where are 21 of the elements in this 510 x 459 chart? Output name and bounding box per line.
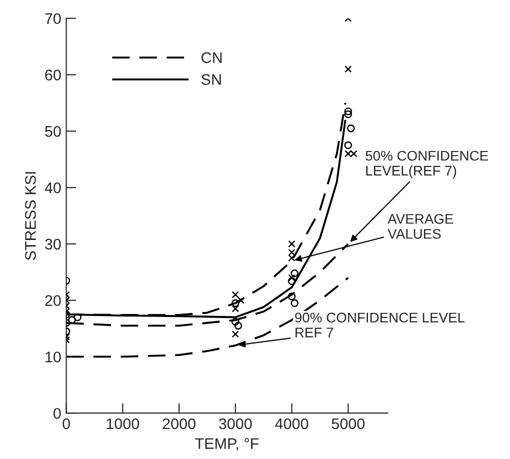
y-tick-label: 40 [44,182,61,194]
x-tick-label: 1000 [106,418,140,430]
y-tick-label: 0 [54,408,61,419]
annotation: 90% CONFIDENCE LEVEL REF 7 [295,312,465,338]
y-tick-label: 30 [45,238,61,250]
y-tick-label: 20 [45,295,61,306]
x-axis-title: TEMP, °F [195,438,259,451]
x-tick-label: 5000 [332,418,365,430]
annotation: 50% CONFIDENCE LEVEL(REF 7) [366,150,488,178]
legend-label: CN [202,52,222,64]
y-tick-label: 70 [45,13,61,24]
y-tick-label: 60 [45,70,61,80]
y-tick-label: 10 [46,352,61,362]
annotation: AVERAGE VALUES [388,214,454,239]
x-tick-label: 2000 [162,418,196,430]
y-axis-title: STRESS KSI [25,172,36,260]
x-tick-label: 4000 [275,418,308,430]
x-tick-label: 0 [62,418,70,430]
legend-label: SN [201,74,221,85]
y-tick-label: 50 [45,126,61,137]
x-tick-label: 3000 [218,418,252,430]
